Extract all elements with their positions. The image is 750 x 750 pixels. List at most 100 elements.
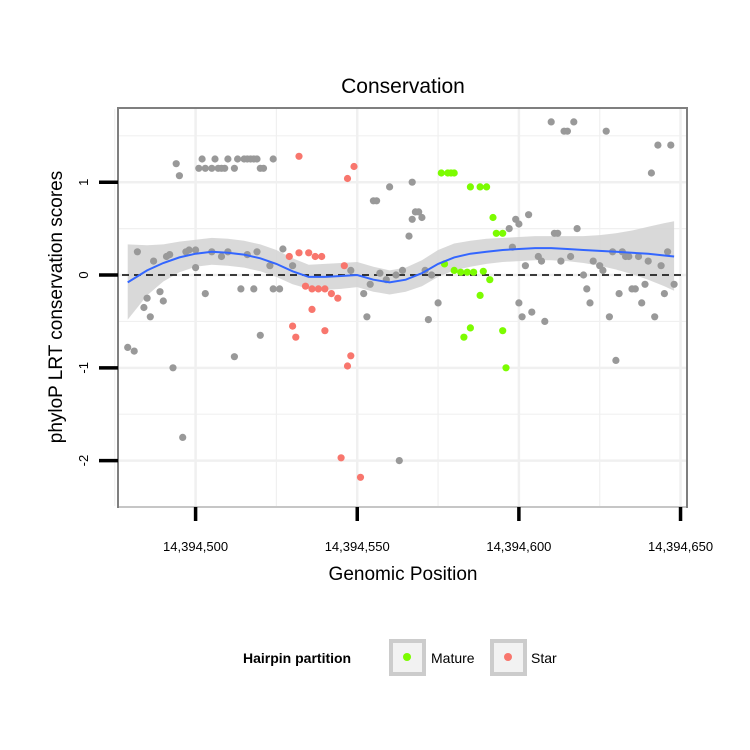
point-other [150, 257, 158, 265]
point-other [428, 271, 436, 279]
y-tick-label: -2 [76, 455, 91, 467]
y-axis-label: phyloP LRT conservation scores [46, 171, 67, 444]
point-other [573, 225, 581, 233]
point-mature [476, 183, 484, 191]
x-tick-label: 14,394,500 [163, 539, 228, 554]
point-other [195, 164, 203, 172]
point-other [360, 290, 368, 298]
point-other [266, 262, 274, 270]
point-mature [437, 169, 445, 177]
point-star [285, 252, 293, 261]
point-other [570, 118, 578, 126]
point-other [230, 164, 238, 172]
plot-panel [117, 107, 688, 508]
point-other [201, 164, 209, 172]
point-star [318, 252, 326, 261]
point-star [308, 305, 316, 313]
legend-label-mature: Mature [431, 650, 475, 666]
point-other [259, 164, 268, 172]
point-other [408, 215, 416, 223]
point-mature [450, 169, 458, 177]
point-other [537, 257, 546, 265]
point-other [625, 252, 633, 261]
point-mature [492, 229, 500, 237]
point-star [340, 262, 348, 270]
point-star [308, 285, 316, 293]
point-mature [450, 266, 458, 274]
point-mature [466, 183, 474, 191]
point-star [314, 285, 322, 293]
point-other [547, 118, 555, 126]
x-tick-label: 14,394,600 [486, 539, 551, 554]
point-star [321, 327, 329, 335]
x-axis-label: Genomic Position [329, 564, 478, 585]
point-other [159, 297, 167, 305]
point-other [605, 313, 614, 321]
point-other [156, 288, 164, 296]
point-other [172, 160, 180, 168]
point-mature [499, 229, 507, 237]
chart-title: Conservation [341, 75, 465, 98]
point-other [589, 257, 597, 265]
point-other [230, 353, 238, 361]
point-other [647, 169, 656, 177]
point-other [192, 246, 200, 254]
point-other [201, 290, 209, 298]
point-other [599, 266, 607, 274]
y-tick-label: 0 [76, 271, 91, 278]
point-mature [479, 267, 487, 275]
point-mature [489, 213, 497, 222]
y-axis: -2 -1 0 1 [76, 179, 118, 467]
point-other [279, 245, 287, 253]
point-other [631, 285, 639, 293]
point-other [641, 280, 649, 288]
point-other [366, 280, 374, 288]
point-other [418, 213, 426, 222]
point-other [505, 225, 513, 233]
point-other [289, 262, 297, 270]
point-mature [457, 268, 465, 276]
point-star [295, 152, 303, 160]
point-star [292, 333, 300, 341]
point-star [347, 352, 355, 360]
point-other [583, 285, 591, 293]
point-other [512, 215, 520, 223]
point-other [347, 266, 355, 274]
point-star [350, 162, 358, 171]
legend-label-star: Star [531, 650, 557, 666]
point-other [276, 285, 284, 293]
point-other [644, 257, 652, 265]
point-other [563, 127, 572, 135]
point-star [327, 290, 335, 298]
point-other [579, 271, 588, 279]
point-other [515, 299, 523, 307]
point-other [269, 155, 277, 163]
point-other [405, 232, 413, 240]
point-other [124, 343, 132, 351]
point-star [305, 249, 313, 257]
point-other [424, 316, 432, 324]
point-other [253, 155, 261, 163]
point-other [615, 290, 623, 298]
point-other [670, 280, 678, 288]
point-other [234, 155, 242, 163]
point-other [638, 299, 646, 307]
point-star [337, 454, 345, 462]
point-other [557, 257, 565, 265]
point-star [295, 249, 303, 257]
y-tick-label: -1 [76, 362, 91, 374]
point-mature [460, 333, 468, 341]
point-other [179, 433, 187, 441]
point-mature [476, 291, 484, 299]
point-other [398, 266, 407, 274]
point-other [256, 331, 264, 339]
point-star [321, 285, 329, 293]
point-other [602, 127, 610, 135]
point-star [289, 322, 297, 330]
point-star [301, 282, 310, 290]
point-other [146, 313, 154, 321]
point-other [408, 178, 416, 186]
point-mature [486, 276, 494, 284]
point-other [224, 155, 232, 163]
